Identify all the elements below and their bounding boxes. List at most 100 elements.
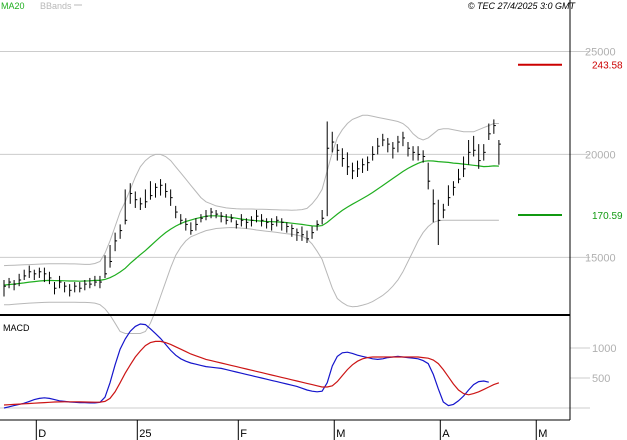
ohlc-bar xyxy=(311,226,315,239)
ohlc-bar xyxy=(281,218,284,231)
ohlc-bar xyxy=(185,218,188,231)
price-tick-label: 25000 xyxy=(585,46,616,58)
macd-tick-label: 1000 xyxy=(592,343,616,355)
ohlc-bar xyxy=(134,191,138,208)
ohlc-bar xyxy=(367,156,370,171)
copyright-text: © TEC 27/4/2025 3:0 GMT xyxy=(468,1,577,11)
ohlc-bar xyxy=(261,214,264,227)
ohlc-bar xyxy=(493,119,496,134)
time-tick-label: D xyxy=(38,428,46,440)
ohlc-bar xyxy=(195,218,198,231)
ohlc-bar xyxy=(473,135,476,157)
ohlc-bar xyxy=(104,255,107,278)
ohlc-bar xyxy=(392,142,395,159)
price-axis-labels: 25000 20000 15000 xyxy=(585,46,616,264)
ohlc-bar xyxy=(447,185,451,206)
ohlc-bar xyxy=(306,230,309,243)
ohlc-bar xyxy=(458,168,461,184)
ohlc-bar xyxy=(43,267,47,283)
ohlc-bar xyxy=(28,265,32,278)
price-tick-label: 15000 xyxy=(585,252,616,264)
ohlc-bar xyxy=(124,189,128,225)
ohlc-bar xyxy=(432,189,436,223)
ohlc-bar xyxy=(48,271,52,285)
price-grid xyxy=(0,50,590,258)
ohlc-bar xyxy=(59,275,62,289)
ohlc-bar xyxy=(144,189,148,208)
macd-lines xyxy=(3,323,500,409)
ohlc-bar xyxy=(54,282,57,295)
ohlc-bar xyxy=(155,183,158,198)
ohlc-bar xyxy=(468,140,471,165)
price-tick-label: 20000 xyxy=(585,149,616,161)
ohlc-bar xyxy=(452,181,456,196)
ohlc-bar xyxy=(119,224,123,239)
time-tick-label: M xyxy=(336,428,345,440)
ohlc-bar xyxy=(89,277,92,289)
ohlc-bar xyxy=(200,214,203,223)
ohlc-bar xyxy=(114,232,118,252)
ohlc-bar xyxy=(69,284,72,297)
ohlc-bar xyxy=(316,220,320,231)
ohlc-bar xyxy=(417,146,421,161)
ohlc-bar xyxy=(94,275,97,287)
ohlc-bar xyxy=(38,267,42,278)
ohlc-bar xyxy=(341,148,345,167)
ohlc-bar xyxy=(291,224,294,237)
macd-tick-label: 500 xyxy=(592,373,610,385)
ohlc-bar xyxy=(427,162,431,190)
ohlc-bar xyxy=(99,275,102,289)
ohlc-bar xyxy=(165,183,168,198)
ohlc-bar xyxy=(190,222,193,235)
ohlc-bar xyxy=(74,282,77,293)
ohlc-bar xyxy=(266,218,269,229)
ohlc-bar xyxy=(321,210,325,225)
macd-axis-labels: 1000 500 xyxy=(592,343,616,385)
ohlc-bar xyxy=(442,203,446,219)
ohlc-bar xyxy=(139,197,143,210)
ohlc-bar xyxy=(382,133,385,147)
ohlc-bar xyxy=(160,179,163,196)
resistance-level-label: 243.58 xyxy=(592,61,623,72)
ohlc-bar xyxy=(3,280,6,297)
ohlc-bar xyxy=(478,144,481,169)
key-levels: 243.58 170.59 xyxy=(518,61,623,222)
ohlc-bar xyxy=(498,140,501,165)
ohlc-bar xyxy=(245,218,249,229)
ohlc-bar xyxy=(397,135,400,153)
ohlc-bar xyxy=(250,216,254,227)
ohlc-bar xyxy=(109,245,113,268)
bollinger-bands xyxy=(3,114,499,334)
time-axis: D 25 F M A M xyxy=(35,420,547,440)
support-level-label: 170.59 xyxy=(592,211,623,222)
legend-bbands: BBands xyxy=(40,1,72,11)
ohlc-bar xyxy=(8,277,12,289)
macd-title: MACD xyxy=(3,323,30,333)
ohlc-bar xyxy=(336,144,340,161)
ohlc-bar xyxy=(33,269,37,280)
ohlc-bar xyxy=(225,214,229,225)
ohlc-bar xyxy=(180,214,183,225)
ohlc-bar xyxy=(271,218,274,231)
ohlc-bar xyxy=(377,137,380,155)
macd-grid xyxy=(0,347,590,409)
time-tick-label: F xyxy=(240,428,247,440)
ohlc-bar xyxy=(13,280,17,291)
ohlc-bar xyxy=(18,273,22,287)
ohlc-bar xyxy=(326,121,330,217)
ohlc-bar xyxy=(175,205,178,219)
time-tick-label: 25 xyxy=(139,428,151,440)
ohlc-bar xyxy=(483,144,486,161)
ohlc-bar xyxy=(84,280,87,291)
ohlc-bar xyxy=(276,216,279,227)
ohlc-bar xyxy=(362,158,365,173)
ohlc-bar xyxy=(402,131,405,147)
ohlc-bar xyxy=(286,222,289,233)
ohlc-bar xyxy=(170,189,173,206)
ohlc-bar xyxy=(230,214,234,223)
ohlc-bar xyxy=(407,142,410,157)
ohlc-bar xyxy=(412,146,416,161)
ohlc-bar xyxy=(64,282,67,293)
ohlc-bar xyxy=(129,183,133,204)
